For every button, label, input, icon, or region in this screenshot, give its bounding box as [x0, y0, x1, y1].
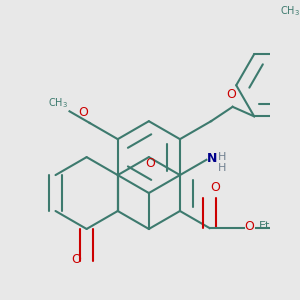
Text: CH$_3$: CH$_3$: [280, 4, 300, 18]
Text: O: O: [244, 220, 254, 233]
Text: O: O: [146, 157, 156, 170]
Text: O: O: [226, 88, 236, 101]
Text: CH$_3$: CH$_3$: [48, 96, 68, 110]
Text: H: H: [218, 163, 226, 173]
Text: N: N: [207, 152, 218, 164]
Text: O: O: [78, 106, 88, 119]
Text: Et: Et: [259, 221, 270, 231]
Text: O: O: [210, 181, 220, 194]
Text: H: H: [218, 152, 226, 162]
Text: O: O: [71, 253, 81, 266]
